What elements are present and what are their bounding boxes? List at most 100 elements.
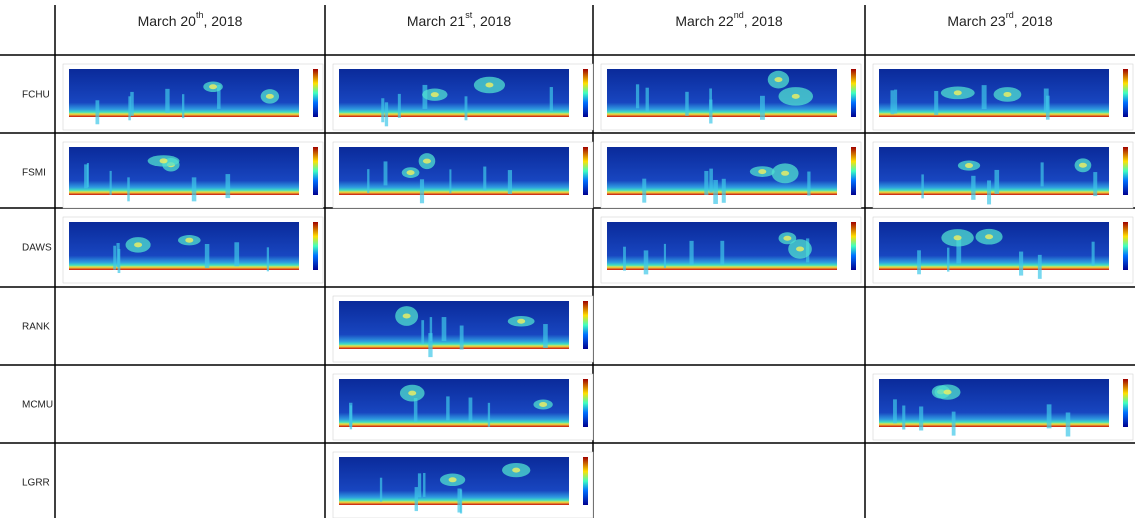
spectral-spike xyxy=(127,177,130,201)
colorbar xyxy=(1123,379,1128,427)
spectral-spike xyxy=(87,163,89,187)
spectral-spike xyxy=(971,176,975,200)
spectral-core xyxy=(796,246,804,251)
spectral-spike xyxy=(689,241,693,265)
spectral-spike xyxy=(890,90,894,114)
spectrogram xyxy=(339,301,569,349)
colorbar xyxy=(313,69,318,117)
spectral-spike xyxy=(385,102,388,126)
spectral-spike xyxy=(893,399,897,423)
spectral-spike xyxy=(165,89,169,113)
spectral-core xyxy=(781,171,789,176)
spectral-core xyxy=(758,169,766,174)
row-label: LGRR xyxy=(22,478,50,489)
spectrogram-thumbnail xyxy=(63,217,323,283)
spectral-spike xyxy=(446,396,449,420)
spectral-spike xyxy=(709,169,713,193)
colorbar xyxy=(851,222,856,270)
spectral-core xyxy=(517,319,525,324)
colorbar xyxy=(851,69,856,117)
spectral-spike xyxy=(1092,242,1095,266)
header-day: March 22 xyxy=(675,13,734,29)
spectral-spike xyxy=(1041,162,1044,186)
colorbar xyxy=(1123,147,1128,195)
spectrogram-thumbnail xyxy=(873,64,1133,130)
spectral-core xyxy=(408,391,416,396)
spectral-spike xyxy=(234,242,239,266)
spectral-core xyxy=(266,94,274,99)
spectral-spike xyxy=(1019,252,1023,276)
spectral-spike xyxy=(543,324,548,348)
spectral-core xyxy=(209,84,217,89)
spectral-spike xyxy=(415,487,418,511)
header-year: , 2018 xyxy=(1014,13,1053,29)
spectrogram-thumbnail xyxy=(333,142,593,208)
column-header: March 21st, 2018 xyxy=(407,10,512,28)
spectral-spike xyxy=(226,174,231,198)
spectral-spike xyxy=(934,91,938,115)
spectral-spike xyxy=(947,248,949,272)
spectral-spike xyxy=(421,320,424,344)
spectral-spike xyxy=(398,94,401,118)
spectral-spike xyxy=(550,87,553,111)
spectral-spike xyxy=(1047,404,1052,428)
spectrogram xyxy=(879,147,1109,195)
spectral-core xyxy=(965,163,973,168)
colorbar xyxy=(1123,69,1128,117)
header-year: , 2018 xyxy=(203,13,242,29)
spectral-spike xyxy=(128,96,130,120)
spectrogram-thumbnail xyxy=(873,217,1133,283)
spectral-spike xyxy=(423,473,425,497)
spectral-core xyxy=(1079,163,1087,168)
column-header: March 23rd, 2018 xyxy=(947,10,1053,28)
spectral-spike xyxy=(380,478,382,502)
spectral-core xyxy=(431,92,439,97)
spectral-core xyxy=(985,234,993,239)
spectral-spike xyxy=(116,243,119,267)
spectral-core xyxy=(134,242,142,247)
column-header: March 22nd, 2018 xyxy=(675,10,783,28)
row-label: DAWS xyxy=(22,243,52,254)
spectral-spike xyxy=(95,100,99,124)
row-label: FSMI xyxy=(22,168,46,179)
spectrogram-thumbnail xyxy=(63,64,323,130)
spectral-core xyxy=(954,90,962,95)
spectral-core xyxy=(783,236,791,241)
spectrogram-thumbnail xyxy=(63,142,323,208)
colorbar xyxy=(583,379,588,427)
spectrogram-thumbnail xyxy=(601,217,861,283)
spectral-spike xyxy=(182,94,184,118)
spectral-core xyxy=(449,477,457,482)
spectral-spike xyxy=(449,169,451,193)
spectral-spike xyxy=(704,171,708,195)
header-day: March 23 xyxy=(947,13,1006,29)
spectral-spike xyxy=(192,177,197,201)
spectral-core xyxy=(485,83,493,88)
header-day: March 20 xyxy=(138,13,197,29)
spectral-spike xyxy=(902,406,905,430)
spectral-spike xyxy=(1093,172,1097,196)
spectral-core xyxy=(1003,92,1011,97)
spectral-spike xyxy=(508,170,512,194)
column-header: March 20th, 2018 xyxy=(138,10,243,28)
spectral-spike xyxy=(457,489,461,513)
spectral-spike xyxy=(384,161,388,185)
spectral-spike xyxy=(110,171,112,195)
colorbar xyxy=(313,147,318,195)
colorbar xyxy=(583,147,588,195)
spectrogram-table: March 20th, 2018March 21st, 2018March 22… xyxy=(0,0,1135,518)
spectral-spike xyxy=(952,412,956,436)
spectral-spike xyxy=(760,96,765,120)
spectrogram xyxy=(879,222,1109,270)
spectral-core xyxy=(539,402,547,407)
header-suffix: th xyxy=(196,10,204,20)
header-suffix: nd xyxy=(734,10,744,20)
spectrogram-thumbnail xyxy=(873,374,1133,440)
spectral-spike xyxy=(469,398,473,422)
spectral-spike xyxy=(465,96,468,120)
colorbar xyxy=(583,301,588,349)
colorbar xyxy=(583,457,588,505)
spectral-spike xyxy=(1044,89,1049,113)
spectrogram-thumbnail xyxy=(333,374,593,440)
spectral-spike xyxy=(483,167,486,191)
